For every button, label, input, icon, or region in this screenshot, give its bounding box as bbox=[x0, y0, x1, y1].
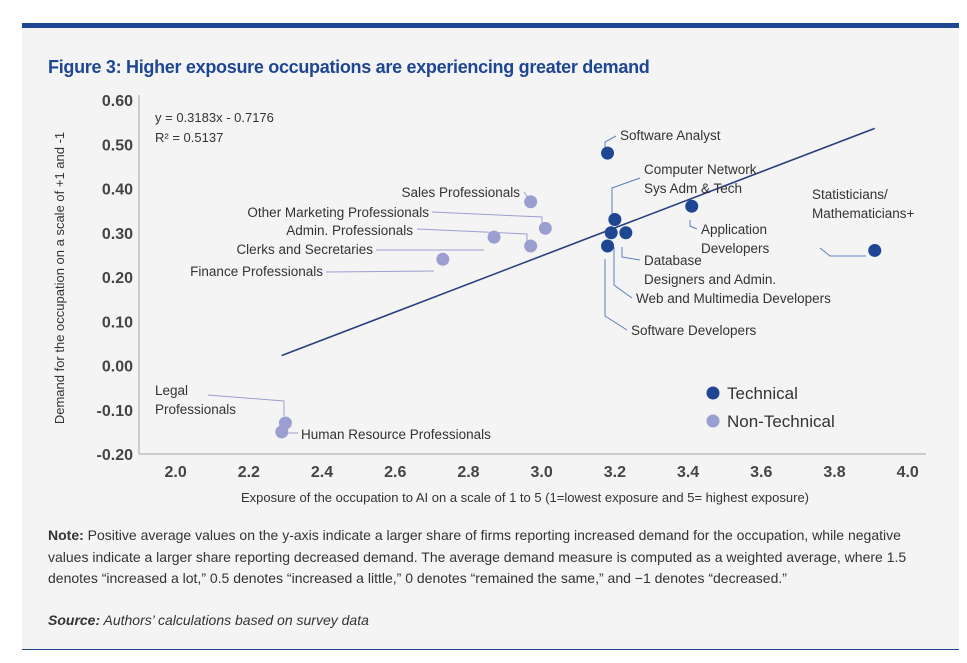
data-point bbox=[601, 239, 615, 253]
data-point bbox=[601, 146, 615, 160]
x-tick-label: 3.0 bbox=[531, 464, 553, 481]
note-text: Positive average values on the y-axis in… bbox=[48, 527, 907, 586]
point-label: Other Marketing Professionals bbox=[247, 205, 429, 220]
y-tick-label: 0.10 bbox=[102, 314, 133, 331]
y-tick-label: 0.00 bbox=[102, 359, 133, 376]
data-point bbox=[436, 252, 450, 266]
leader-line bbox=[611, 177, 641, 221]
point-label: Finance Professionals bbox=[190, 264, 323, 279]
point-label: Database Designers and Admin. bbox=[644, 253, 776, 287]
point-label: Software Analyst bbox=[620, 128, 721, 143]
y-axis-label: Demand for the occupation on a scale of … bbox=[52, 132, 67, 424]
x-tick-label: 2.0 bbox=[164, 464, 186, 481]
data-point bbox=[868, 243, 882, 257]
y-tick-label: 0.20 bbox=[102, 270, 133, 287]
point-label: Web and Multimedia Developers bbox=[636, 291, 831, 306]
axes: 2.0 2.2 2.4 2.6 2.8 3.0 3.2 3.4 3.6 3.8 4.0 0.60 0.5… bbox=[97, 93, 926, 481]
x-axis-label: Exposure of the occupation to AI on a sc… bbox=[241, 490, 809, 505]
legend-label: Technical bbox=[727, 384, 798, 403]
data-point bbox=[685, 199, 699, 213]
leader-line bbox=[325, 270, 435, 273]
data-point bbox=[604, 226, 618, 240]
note-label: Note: bbox=[48, 527, 84, 543]
legend-label: Non-Technical bbox=[727, 412, 835, 431]
y-tick-label: 0.60 bbox=[102, 93, 133, 110]
point-label: Human Resource Professionals bbox=[301, 427, 491, 442]
x-tick-label: 2.6 bbox=[384, 464, 406, 481]
point-label: Computer Network Sys Adm & Tech bbox=[644, 162, 757, 196]
leader-line bbox=[207, 394, 285, 416]
source-text: Authors’ calculations based on survey da… bbox=[100, 612, 369, 628]
x-tick-label: 4.0 bbox=[897, 464, 919, 481]
point-label: Software Developers bbox=[631, 323, 757, 338]
y-tick-label: 0.30 bbox=[102, 226, 133, 243]
y-tick-label: -0.20 bbox=[97, 447, 134, 464]
figure-title: Figure 3: Higher exposure occupations ar… bbox=[48, 57, 650, 77]
leader-line bbox=[604, 259, 628, 331]
leader-line bbox=[689, 220, 698, 230]
legend-marker bbox=[706, 414, 720, 428]
data-point bbox=[538, 221, 552, 235]
x-tick-label: 3.2 bbox=[604, 464, 626, 481]
data-point bbox=[487, 230, 501, 244]
point-label: Statisticians/Mathematicians+ bbox=[812, 187, 915, 221]
point-label: Admin. Professionals bbox=[286, 223, 413, 238]
data-point bbox=[608, 212, 622, 226]
trendline-r2: R² = 0.5137 bbox=[155, 130, 223, 145]
leader-line bbox=[416, 228, 528, 246]
point-label: Application Developers bbox=[701, 222, 770, 256]
y-tick-label: -0.10 bbox=[97, 403, 134, 420]
point-label: Legal Professionals bbox=[155, 383, 236, 417]
data-point bbox=[619, 226, 633, 240]
leader-line bbox=[621, 247, 641, 261]
data-point bbox=[275, 425, 289, 439]
x-tick-label: 3.4 bbox=[677, 464, 699, 481]
point-label: Clerks and Secretaries bbox=[236, 242, 373, 257]
source-label: Source: bbox=[48, 612, 101, 628]
x-tick-label: 2.8 bbox=[457, 464, 479, 481]
leader-line bbox=[613, 247, 633, 299]
legend-marker bbox=[706, 386, 720, 400]
note: Note: Positive average values on the y-a… bbox=[48, 525, 928, 590]
y-tick-label: 0.40 bbox=[102, 182, 133, 199]
x-tick-label: 2.4 bbox=[311, 464, 333, 481]
x-tick-label: 3.6 bbox=[750, 464, 772, 481]
source: Source: Authors’ calculations based on s… bbox=[48, 612, 369, 628]
marks: Software Analyst Computer Network Sys Adm … bbox=[155, 127, 915, 442]
x-tick-label: 3.8 bbox=[823, 464, 845, 481]
data-point bbox=[524, 195, 538, 209]
trendline bbox=[281, 127, 876, 357]
data-point bbox=[524, 239, 538, 253]
leader-line bbox=[819, 247, 866, 257]
figure-panel bbox=[22, 23, 959, 650]
x-tick-label: 2.2 bbox=[238, 464, 260, 481]
y-tick-label: 0.50 bbox=[102, 137, 133, 154]
trendline-equation: y = 0.3183x - 0.7176 bbox=[155, 110, 274, 125]
point-label: Sales Professionals bbox=[401, 185, 520, 200]
leader-line bbox=[431, 211, 543, 228]
